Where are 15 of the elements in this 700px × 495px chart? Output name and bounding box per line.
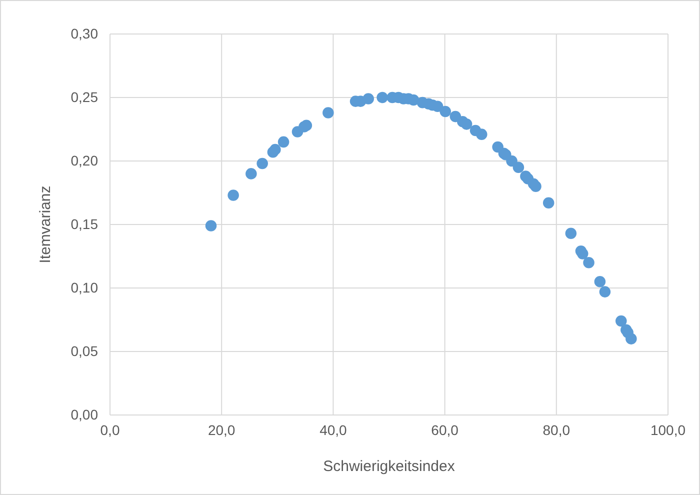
x-tick-label: 100,0: [650, 422, 686, 438]
y-tick-label: 0,10: [70, 279, 98, 296]
x-tick-label: 80,0: [542, 422, 570, 438]
y-tick-label: 0,05: [70, 342, 98, 359]
x-tick-label: 60,0: [431, 422, 459, 438]
y-tick-label: 0,25: [70, 88, 98, 105]
y-tick-label: 0,20: [70, 152, 98, 168]
y-tick-label: 0,00: [70, 406, 98, 422]
x-tick-label: 40,0: [320, 422, 348, 438]
x-tick-label: 20,0: [208, 422, 236, 438]
y-axis-title: Itemvarianz: [37, 186, 54, 264]
x-axis-title: Schwierigkeitsindex: [323, 458, 456, 475]
y-tick-label: 0,15: [70, 216, 98, 232]
y-tick-label: 0,30: [70, 25, 98, 42]
x-tick-label: 0,0: [100, 422, 120, 438]
